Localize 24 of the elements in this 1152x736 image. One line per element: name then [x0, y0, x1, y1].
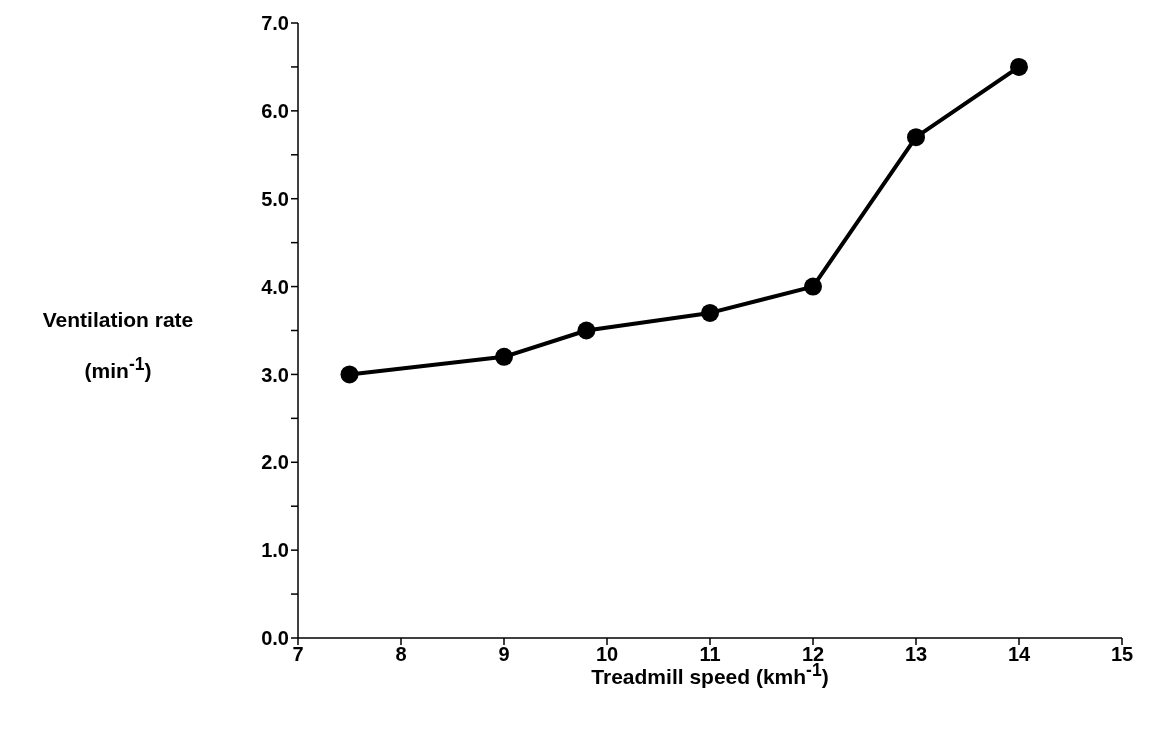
x-tick-label: 11 — [699, 643, 721, 666]
y-tick-label: 2.0 — [261, 451, 289, 474]
x-tick-label: 8 — [395, 643, 407, 666]
y-tick-label: 4.0 — [261, 275, 289, 298]
point — [804, 277, 822, 296]
point — [907, 128, 925, 147]
text: Ventilation rate (min$^{-1}$) — [42, 308, 194, 382]
x-tick-label: 9 — [498, 643, 510, 666]
y-tick-label: 6.0 — [261, 99, 289, 122]
y-tick-label: 3.0 — [261, 363, 289, 386]
x-tick-label: 13 — [904, 643, 928, 666]
x-tick-label: 14 — [1007, 643, 1031, 666]
y-tick-label: 0.0 — [261, 627, 289, 650]
x-tick-label: 10 — [595, 643, 619, 666]
point — [495, 347, 513, 366]
point — [1010, 57, 1028, 76]
point — [340, 365, 359, 384]
point — [701, 303, 719, 322]
y-tick-label: 7.0 — [261, 12, 289, 35]
x-tick-label: 7 — [292, 643, 304, 666]
x-tick-label: 15 — [1110, 643, 1134, 666]
y-tick-label: 5.0 — [261, 187, 289, 210]
point — [577, 321, 596, 340]
y-tick-label: 1.0 — [261, 539, 289, 562]
